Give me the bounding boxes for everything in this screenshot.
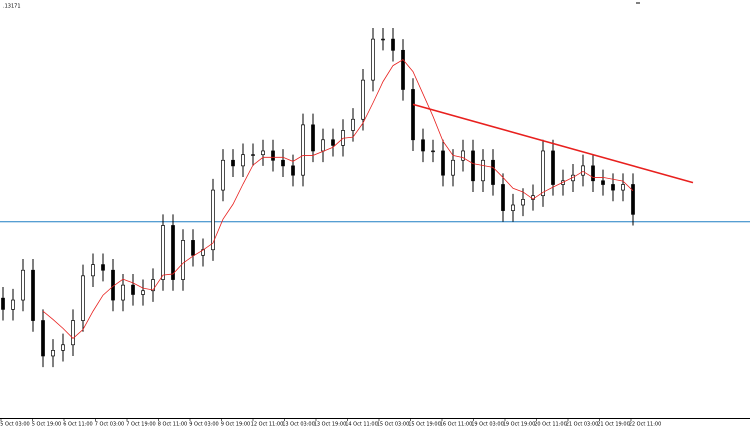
candle-body (431, 150, 435, 153)
candle-body (131, 284, 135, 295)
candle-body (251, 154, 255, 156)
candle-body (101, 264, 105, 271)
candle-body (441, 150, 445, 176)
x-tick-label: 9 Oct 03:00 (189, 422, 218, 428)
candle-body (31, 269, 35, 321)
candle-body (71, 320, 75, 346)
candle-body (281, 159, 285, 167)
trendline (412, 103, 694, 184)
x-tick-label: 9 Oct 19:00 (221, 422, 250, 428)
candle-body (461, 150, 465, 161)
candle-body (391, 38, 395, 51)
candle-body (411, 89, 415, 141)
candle-body (611, 184, 615, 191)
candle-body (41, 320, 45, 357)
candle-body (151, 279, 155, 292)
x-tick-label: 15 Oct 19:00 (408, 422, 441, 428)
candle-body (631, 184, 635, 215)
x-tick-label: 14 Oct 11:00 (345, 422, 378, 428)
candle-body (141, 290, 145, 295)
candle-body (241, 154, 245, 167)
candle-body (361, 79, 365, 120)
x-tick-label: 19 Oct 03:00 (471, 422, 504, 428)
candle-body (351, 118, 355, 131)
candle-body (471, 150, 475, 182)
candle-body (401, 49, 405, 90)
candle-body (371, 38, 375, 81)
candle-body (581, 165, 585, 176)
candle-body (491, 159, 495, 185)
candle-body (421, 139, 425, 152)
candle-body (381, 38, 385, 41)
candle-body (221, 159, 225, 191)
candle-body (521, 199, 525, 206)
candle-body (211, 189, 215, 251)
x-tick-label: 7 Oct 19:00 (126, 422, 155, 428)
candle-body (81, 275, 85, 321)
candle-body (541, 150, 545, 197)
candle-body (501, 184, 505, 211)
candle-body (121, 284, 125, 301)
candle-body (51, 350, 55, 357)
candle-body (1, 297, 5, 310)
candle-body (161, 225, 165, 280)
candle-body (21, 269, 25, 301)
candle-body (181, 240, 185, 280)
x-tick-label: 16 Oct 11:00 (440, 422, 473, 428)
candle-body (291, 165, 295, 176)
candle-body (231, 159, 235, 167)
candle-body (311, 124, 315, 152)
candle-body (511, 204, 515, 211)
candle-body (11, 299, 15, 310)
candle-body (271, 150, 275, 161)
x-tick-label: 13 Oct 19:00 (314, 422, 347, 428)
candle-body (451, 159, 455, 176)
candle-body (91, 264, 95, 277)
x-tick-label: 21 Oct 03:00 (566, 422, 599, 428)
x-tick-label: 6 Oct 11:00 (63, 422, 92, 428)
candle-body (331, 139, 335, 146)
x-tick-label: 8 Oct 11:00 (158, 422, 187, 428)
x-tick-label: 15 Oct 03:00 (377, 422, 410, 428)
x-tick-label: 5 Oct 03:00 (0, 422, 29, 428)
candle-body (591, 165, 595, 182)
candle-body (261, 150, 265, 156)
candle-body (551, 150, 555, 185)
candle-body (191, 240, 195, 256)
x-tick-label: 21 Oct 19:00 (597, 422, 630, 428)
x-tick-label: 5 Oct 19:00 (32, 422, 61, 428)
price-label: .13171 (3, 4, 21, 10)
x-tick-label: 19 Oct 19:00 (503, 422, 536, 428)
candle-body (61, 344, 65, 351)
candle-body (601, 180, 605, 185)
candle-body (621, 184, 625, 191)
x-tick-label: 12 Oct 11:00 (251, 422, 284, 428)
candle-body (301, 124, 305, 176)
candle-body (171, 225, 175, 280)
moving-average (42, 59, 634, 339)
x-tick-label: 7 Oct 03:00 (95, 422, 124, 428)
candle-body (481, 159, 485, 182)
x-tick-label: 13 Oct 03:00 (282, 422, 315, 428)
candle-body (321, 139, 325, 152)
x-tick-label: 20 Oct 11:00 (534, 422, 567, 428)
x-tick-label: 22 Oct 11:00 (629, 422, 662, 428)
